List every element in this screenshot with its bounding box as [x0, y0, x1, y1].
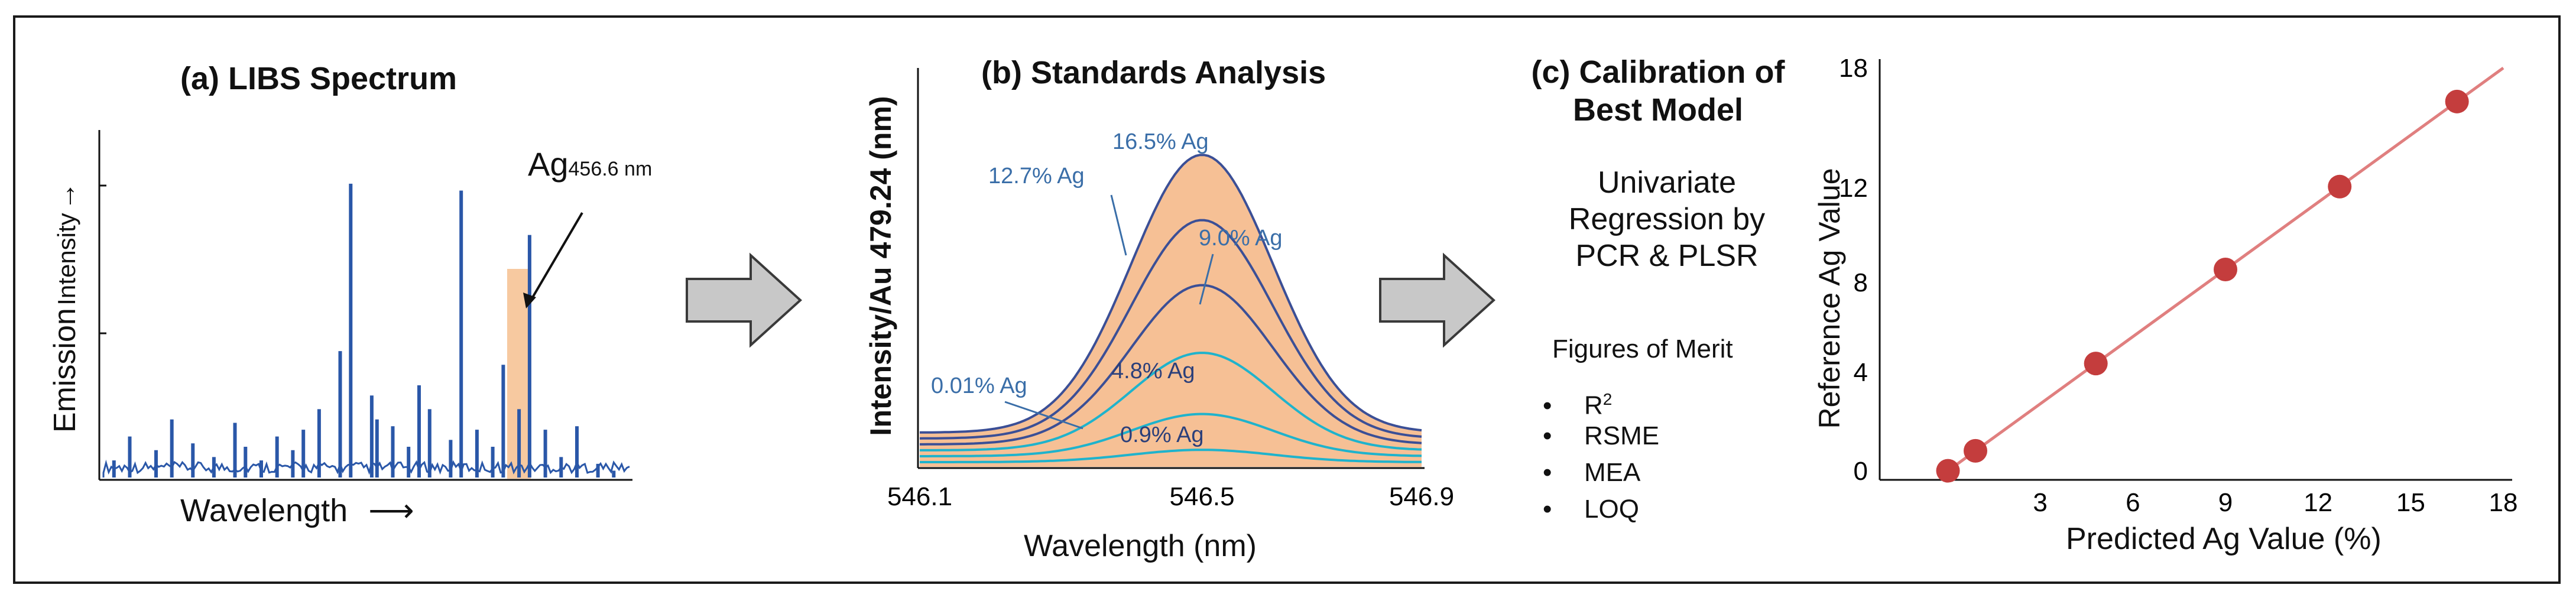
panel-d-ytick: 0 [1854, 457, 1868, 486]
panel-a-spectrum [102, 183, 630, 477]
panel-d-xtick: 18 [2489, 488, 2518, 517]
panel-d-ytick: 8 [1854, 268, 1868, 297]
merit-item-text: RSME [1584, 421, 1660, 450]
panel-c-title-line2: Best Model [1572, 92, 1744, 128]
panel-d-xtick: 12 [2304, 488, 2332, 517]
panel-b-leader [1110, 194, 1127, 256]
panel-b-xtick: 546.9 [1389, 482, 1454, 511]
panel-a-xlabel: Wavelength ⟶ [180, 492, 414, 529]
panel-b-curves [919, 154, 1422, 463]
flow-arrow-2 [1379, 252, 1495, 348]
panel-b-labels: 16.5% Ag 12.7% Ag 9.0% Ag 4.8% Ag 0.9% Ag 0.0… [931, 129, 1283, 447]
panel-c-desc-line1: Univariate [1597, 165, 1737, 200]
panel-d-point [1964, 438, 1987, 463]
panel-c-merit-list: R2 RSME MEA LOQ [1543, 381, 1659, 528]
panel-b-leader [1004, 401, 1083, 430]
panel-d-ytick: 18 [1839, 54, 1868, 83]
panel-c-title-line1: (c) Calibration of [1531, 54, 1785, 90]
panel-c-description: Univariate Regression by PCR & PLSR [1525, 164, 1809, 274]
merit-item: RSME [1543, 418, 1659, 454]
panel-d-point [2084, 352, 2108, 376]
panel-b-xlabel: Wavelength (nm) [1024, 529, 1257, 563]
panel-d-points [1936, 89, 2469, 483]
panel-a-annotation-main: Ag [528, 145, 569, 183]
panel-b-curve [920, 284, 1422, 446]
panel-b-curve [920, 412, 1422, 457]
panel-c-desc-line3: PCR & PLSR [1575, 239, 1759, 273]
figure-frame [13, 15, 2561, 584]
panel-b-curve [920, 154, 1422, 434]
panel-b-series-label: 9.0% Ag [1199, 226, 1283, 251]
panel-a-xlabel-text: Wavelength [180, 493, 348, 528]
panel-b-curve [919, 219, 1422, 440]
panel-b-series-label: 4.8% Ag [1111, 359, 1195, 384]
panel-d-xtick: 6 [2126, 488, 2140, 517]
panel-d-xtick: 15 [2396, 488, 2425, 517]
flow-arrow-1 [686, 252, 802, 348]
merit-item-text: MEA [1584, 458, 1641, 487]
panel-b-area [920, 155, 1422, 467]
spectrum-baseline [102, 459, 630, 477]
panel-d-ytick: 12 [1839, 174, 1868, 203]
panel-b-series-label: 0.9% Ag [1120, 423, 1204, 447]
merit-item-text: LOQ [1584, 495, 1639, 524]
panel-a-xlabel-arrow: ⟶ [368, 493, 414, 528]
panel-a-annotation-arrowhead [523, 293, 536, 308]
panel-c-merit-title: Figures of Merit [1552, 334, 1733, 363]
panel-d-point [2328, 174, 2352, 199]
panel-c-title: (c) Calibration of Best Model [1504, 53, 1812, 129]
panel-b-xtick: 546.5 [1170, 482, 1235, 511]
merit-item: LOQ [1543, 491, 1659, 528]
panel-b-curve [920, 352, 1422, 451]
panel-b-curve [920, 449, 1422, 463]
panel-d-xtick: 3 [2033, 488, 2047, 517]
merit-item-text: R [1584, 391, 1603, 420]
panel-d-point [1936, 459, 1960, 483]
panel-b-series-label: 12.7% Ag [988, 164, 1085, 189]
panel-d-xtick: 9 [2218, 488, 2233, 517]
merit-item: R2 [1543, 381, 1659, 420]
panel-b-xticks: 546.1 546.5 546.9 [887, 482, 1454, 511]
panel-b-series-label: 0.01% Ag [931, 373, 1027, 398]
panel-d-ticks: 3 6 9 12 15 18 0 4 8 12 18 [1839, 54, 2517, 517]
panel-a-annotation-sub: 456.6 nm [568, 158, 653, 180]
panel-a-annotation: Ag456.6 nm [528, 145, 652, 183]
panel-d-point [2445, 89, 2469, 113]
panel-a-title: (a) LIBS Spectrum [180, 61, 458, 96]
merit-item-sup: 2 [1602, 390, 1613, 408]
panel-b-fill [920, 155, 1422, 467]
merit-item: MEA [1543, 454, 1659, 491]
panel-a-annotation-arrow [529, 212, 583, 303]
panel-b-xtick: 546.1 [887, 482, 952, 511]
panel-d-point [2214, 258, 2237, 281]
panel-c-desc-line2: Regression by [1568, 202, 1766, 236]
panel-d-ytick: 4 [1854, 358, 1868, 387]
panel-b-series-label: 16.5% Ag [1112, 129, 1209, 154]
panel-d-xlabel: Predicted Ag Value (%) [2066, 522, 2382, 556]
panel-b-leader [1199, 254, 1214, 305]
panel-b-title: (b) Standards Analysis [981, 55, 1326, 90]
